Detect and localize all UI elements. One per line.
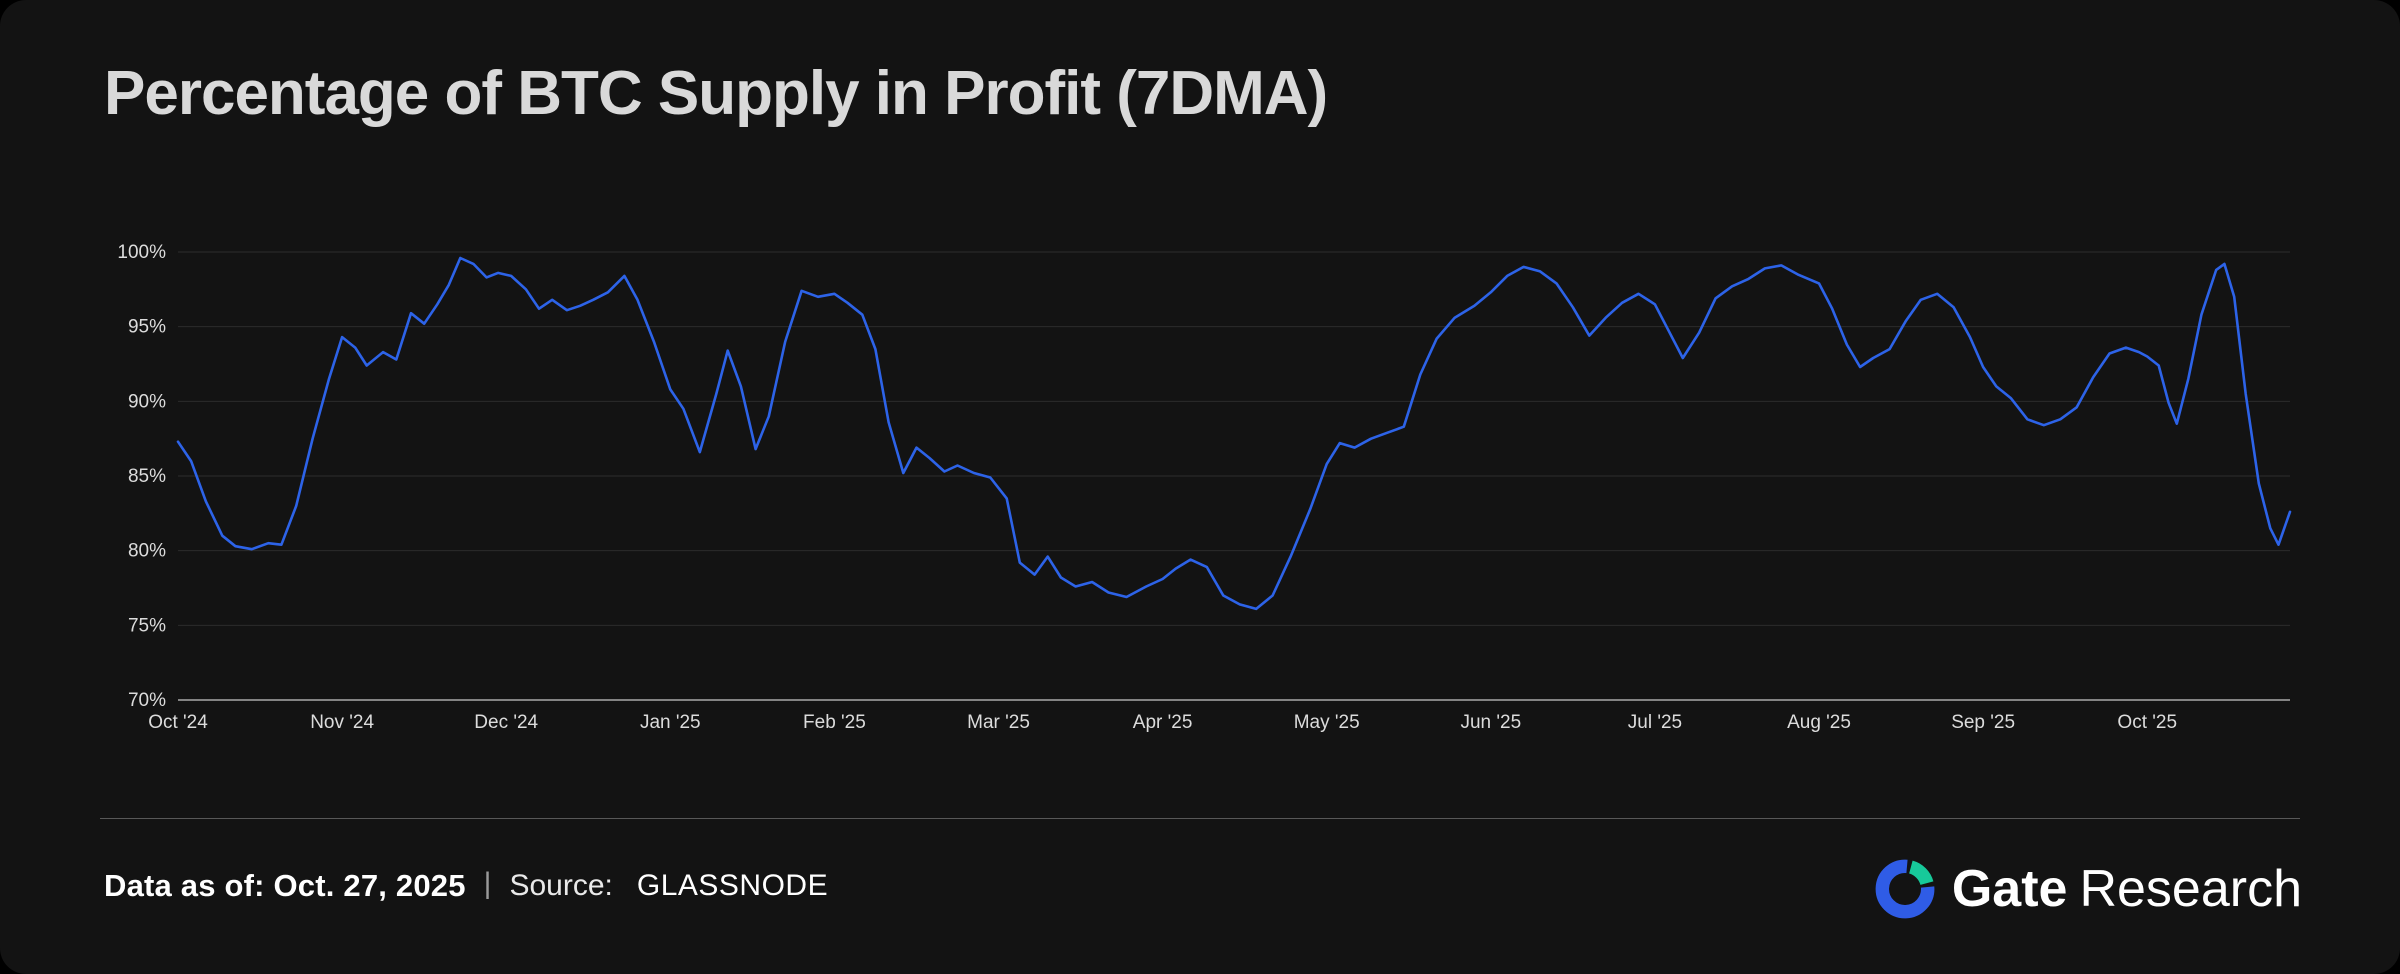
y-tick-label: 75% (128, 615, 166, 636)
x-tick-label: Jun '25 (1460, 712, 1521, 733)
btc-supply-in-profit-line (176, 256, 2292, 611)
gate-research-logo: Gate Research (1872, 856, 2302, 922)
chart-area: 70% 75% 80% 85% 90% 95% 100% Oct '24 Nov '24 Dec … (110, 230, 2320, 740)
x-tick-label: Jan '25 (640, 712, 701, 733)
x-tick-label: Aug '25 (1787, 712, 1851, 733)
y-tick-label: 85% (128, 466, 166, 487)
y-tick-label: 90% (128, 391, 166, 412)
source-value: GLASSNODE (636, 869, 829, 902)
page-title: Percentage of BTC Supply in Profit (7DMA… (104, 59, 1328, 128)
gate-research-wordmark: Gate Research (1952, 859, 2302, 919)
gate-logo-blue-arc (1875, 859, 1935, 919)
x-tick-label: Apr '25 (1133, 712, 1193, 733)
x-tick-label: Oct '24 (148, 712, 208, 733)
line-chart-svg: 70% 75% 80% 85% 90% 95% 100% Oct '24 Nov '24 Dec … (117, 242, 2292, 733)
source-label: Source: (509, 869, 613, 902)
x-tick-label: Sep '25 (1951, 712, 2015, 733)
x-tick-label: Dec '24 (474, 712, 538, 733)
x-tick-label: Mar '25 (967, 712, 1030, 733)
brand-name-bold: Gate (1951, 860, 2068, 918)
x-tick-label: May '25 (1294, 712, 1360, 733)
gate-logo-icon (1875, 859, 1935, 919)
footer-separator: | (483, 867, 492, 900)
x-tick-label: Oct '25 (2117, 712, 2177, 733)
gate-logo-green-arc (1908, 860, 1934, 886)
x-tick-label: Nov '24 (310, 712, 374, 733)
y-tick-label: 80% (128, 541, 166, 562)
y-tick-label: 100% (117, 242, 166, 263)
footer-divider (100, 818, 2300, 819)
x-tick-label: Jul '25 (1628, 712, 1682, 733)
y-tick-label: 95% (128, 317, 166, 338)
y-tick-label: 70% (128, 690, 166, 711)
x-tick-label: Feb '25 (803, 712, 866, 733)
brand-name-light: Research (2079, 860, 2302, 918)
footer-meta: Data as of: Oct. 27, 2025 | Source: GLAS… (104, 867, 829, 904)
data-as-of-text: Data as of: Oct. 27, 2025 (104, 868, 466, 903)
